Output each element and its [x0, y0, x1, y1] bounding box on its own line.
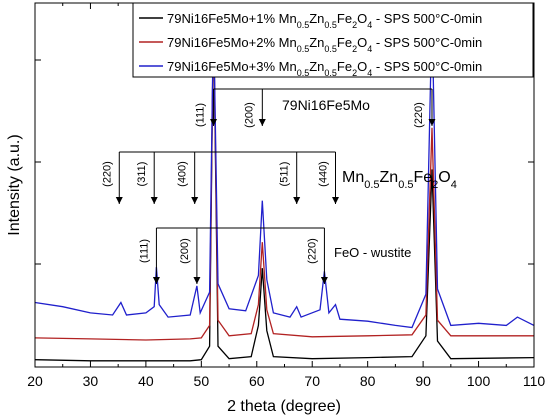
wustite-arrow — [320, 277, 328, 284]
wustite-peak-label: (111) — [138, 239, 150, 263]
wustite-phase-label: FeO - wustite — [334, 245, 411, 260]
series-layer — [34, 13, 535, 362]
legend-box — [132, 2, 534, 78]
wustite-arrow — [152, 277, 160, 284]
peak-annotations: (111) (200) (220) 79Ni16Fe5Mo (220) (311) (400… — [101, 88, 457, 284]
alloy-phase-label: 79Ni16Fe5Mo — [282, 97, 370, 113]
ferrite-peak-label: (511) — [279, 162, 291, 187]
legend-entry-1: 79Ni16Fe5Mo+1% Mn0.5Zn0.5Fe2O4 - SPS 500… — [167, 11, 482, 30]
wustite-peak-label: (200) — [179, 238, 191, 264]
legend-entry-2: 79Ni16Fe5Mo+2% Mn0.5Zn0.5Fe2O4 - SPS 500… — [167, 35, 482, 54]
x-tick-label: 90 — [415, 373, 431, 389]
x-tick-label: 50 — [194, 373, 210, 389]
x-tick-label: 40 — [138, 373, 154, 389]
ferrite-peak-label: (311) — [136, 162, 148, 187]
y-axis-label: Intensity (a.u.) — [6, 134, 23, 235]
ferrite-arrow — [115, 197, 123, 204]
x-axis-label: 2 theta (degree) — [227, 398, 341, 415]
legend-entry-3: 79Ni16Fe5Mo+3% Mn0.5Zn0.5Fe2O4 - SPS 500… — [167, 59, 482, 78]
x-tick-label: 30 — [83, 373, 99, 389]
alloy-arrow — [428, 119, 436, 126]
alloy-peak-label: (220) — [413, 102, 425, 128]
alloy-peak-label: (111) — [195, 103, 207, 127]
ferrite-peak-label: (220) — [101, 161, 113, 187]
x-tick-label: 70 — [304, 373, 320, 389]
x-tick-label: 100 — [467, 373, 491, 389]
x-tick-label: 110 — [523, 373, 546, 389]
series-line-2 — [34, 13, 534, 341]
ferrite-arrow — [191, 197, 199, 204]
ferrite-peak-label: (400) — [177, 161, 189, 187]
x-tick-label: 20 — [27, 373, 43, 389]
x-tick-label: 80 — [360, 373, 376, 389]
ferrite-arrow — [293, 197, 301, 204]
series-line-3 — [34, 13, 535, 329]
ferrite-arrow — [332, 197, 340, 204]
wustite-arrow — [193, 277, 201, 284]
alloy-peak-label: (200) — [243, 102, 255, 128]
ferrite-phase-label: Mn0.5Zn0.5Fe2O4 — [342, 169, 457, 191]
x-tick-label: 60 — [249, 373, 265, 389]
legend: 79Ni16Fe5Mo+1% Mn0.5Zn0.5Fe2O4 - SPS 500… — [132, 2, 534, 78]
ferrite-peak-label: (440) — [318, 161, 330, 187]
alloy-arrow — [210, 119, 218, 126]
wustite-peak-label: (220) — [306, 238, 318, 264]
ferrite-arrow — [150, 197, 158, 204]
alloy-arrow — [258, 119, 266, 126]
series-line-1 — [34, 13, 535, 362]
